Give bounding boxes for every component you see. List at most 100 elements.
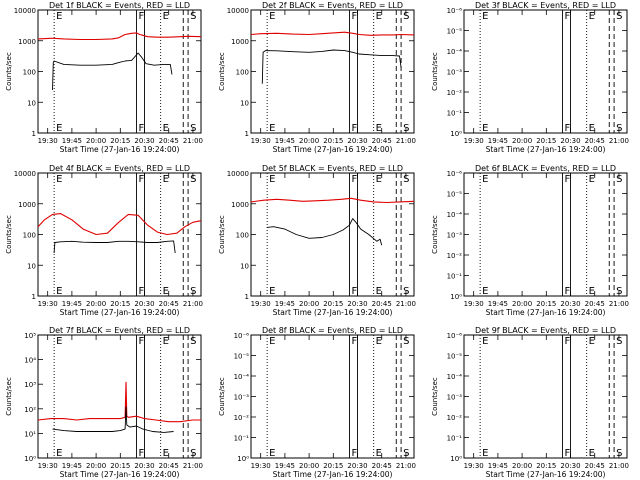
marker-letter: S [190,174,196,185]
x-tick-label: 20:00 [299,300,319,308]
y-axis-label: Counts/sec [5,377,13,416]
y-tick-label: 1 [245,293,249,301]
x-tick-label: 21:00 [396,300,416,308]
marker-letter: E [163,11,169,22]
x-tick-label: 19:30 [251,137,271,145]
marker-letter: E [163,286,169,297]
marker-letter: E [269,123,275,134]
x-tick-label: 21:00 [609,462,629,470]
y-tick-label: 1 [245,130,249,138]
y-tick-label: 10⁰ [450,293,462,301]
lld-series-line [250,31,415,36]
y-tick-label: 1000 [231,38,249,46]
y-tick-label: 10000 [14,170,36,178]
x-axis-label: Start Time (27-Jan-16 19:24:00) [486,470,606,479]
x-axis-label: Start Time (27-Jan-16 19:24:00) [273,145,393,154]
lld-series-line [37,213,202,236]
marker-letter: E [163,448,169,459]
plot-frame [463,334,628,459]
y-tick-label: 10⁻³ [447,394,463,402]
marker-letter: E [376,174,382,185]
marker-letter: S [403,174,409,185]
x-tick-label: 19:30 [38,137,58,145]
x-tick-label: 20:15 [323,462,343,470]
marker-letter: E [269,448,275,459]
x-tick-label: 20:15 [110,300,130,308]
marker-letter: E [376,286,382,297]
y-tick-label: 10⁻³ [447,69,463,77]
y-tick-label: 10⁻⁶ [447,332,463,340]
y-tick-label: 10000 [227,7,249,15]
x-tick-label: 20:00 [512,137,532,145]
marker-letter: F [138,448,144,459]
x-tick-label: 20:00 [299,462,319,470]
x-tick-label: 21:00 [609,137,629,145]
y-tick-label: 1 [32,130,36,138]
x-axis-label: Start Time (27-Jan-16 19:24:00) [486,145,606,154]
marker-letter: E [56,11,62,22]
marker-letter: F [138,174,144,185]
x-tick-label: 19:45 [488,137,508,145]
events-series-line [52,406,174,433]
y-tick-label: 10⁻⁴ [447,373,463,381]
detector-panel-1: Det 1f BLACK = Events, RED = LLD 1 10 100 10… [5,1,203,154]
marker-letter: E [589,336,595,347]
plot-frame [250,334,415,459]
detector-panel-7: Det 7f BLACK = Events, RED = LLD 10⁰ 10¹ 10… [5,326,203,479]
y-tick-label: 10⁰ [237,455,249,463]
marker-letter: F [564,123,570,134]
x-axis-label: Start Time (27-Jan-16 19:24:00) [273,470,393,479]
marker-letter: S [403,123,409,134]
y-axis-label: Counts/sec [218,215,226,254]
y-tick-label: 100 [23,232,36,240]
marker-letter: E [56,174,62,185]
y-axis-label: Counts/sec [218,52,226,91]
x-tick-label: 19:30 [38,300,58,308]
y-tick-label: 10⁻³ [234,394,250,402]
panel-title: Det 3f BLACK = Events, RED = LLD [475,1,616,10]
y-tick-label: 1000 [18,201,36,209]
marker-letter: S [616,123,622,134]
y-tick-label: 100 [236,69,249,77]
marker-letter: E [56,286,62,297]
y-tick-label: 10² [24,406,36,414]
x-axis-label: Start Time (27-Jan-16 19:24:00) [60,145,180,154]
x-tick-label: 20:30 [134,462,154,470]
x-tick-label: 20:00 [86,137,106,145]
x-tick-label: 19:45 [62,137,82,145]
y-tick-label: 10⁻¹ [447,110,463,118]
y-tick-label: 10³ [24,381,36,389]
x-tick-label: 19:30 [251,300,271,308]
y-tick-label: 10⁻⁴ [447,48,463,56]
marker-letter: F [138,336,144,347]
y-axis-label: Counts/sec [5,215,13,254]
marker-letter: F [351,448,357,459]
plot-frame [463,9,628,134]
y-axis-label: Counts/sec [431,52,439,91]
events-series-line [52,52,173,91]
y-tick-label: 10⁻¹ [447,435,463,443]
y-tick-label: 10⁻⁴ [234,373,250,381]
x-tick-label: 20:30 [134,300,154,308]
x-tick-label: 19:45 [275,137,295,145]
x-axis-label: Start Time (27-Jan-16 19:24:00) [60,470,180,479]
marker-letter: E [482,174,488,185]
marker-letter: E [376,123,382,134]
y-axis-label: Counts/sec [5,52,13,91]
x-tick-label: 20:00 [299,137,319,145]
y-tick-label: 10⁻¹ [447,273,463,281]
y-tick-label: 10 [240,99,249,107]
x-tick-label: 20:45 [159,462,179,470]
x-tick-label: 19:45 [488,462,508,470]
marker-letter: S [616,336,622,347]
detector-panel-6: Det 6f BLACK = Events, RED = LLD 10⁰ 10⁻¹ 1… [431,164,629,317]
y-tick-label: 10⁻³ [447,232,463,240]
y-tick-label: 10⁻⁵ [447,353,463,361]
x-tick-label: 20:45 [372,300,392,308]
x-tick-label: 19:45 [62,462,82,470]
marker-letter: E [163,174,169,185]
lld-series-line [250,197,415,204]
x-tick-label: 20:30 [134,137,154,145]
y-axis-label: Counts/sec [218,377,226,416]
marker-letter: S [616,174,622,185]
